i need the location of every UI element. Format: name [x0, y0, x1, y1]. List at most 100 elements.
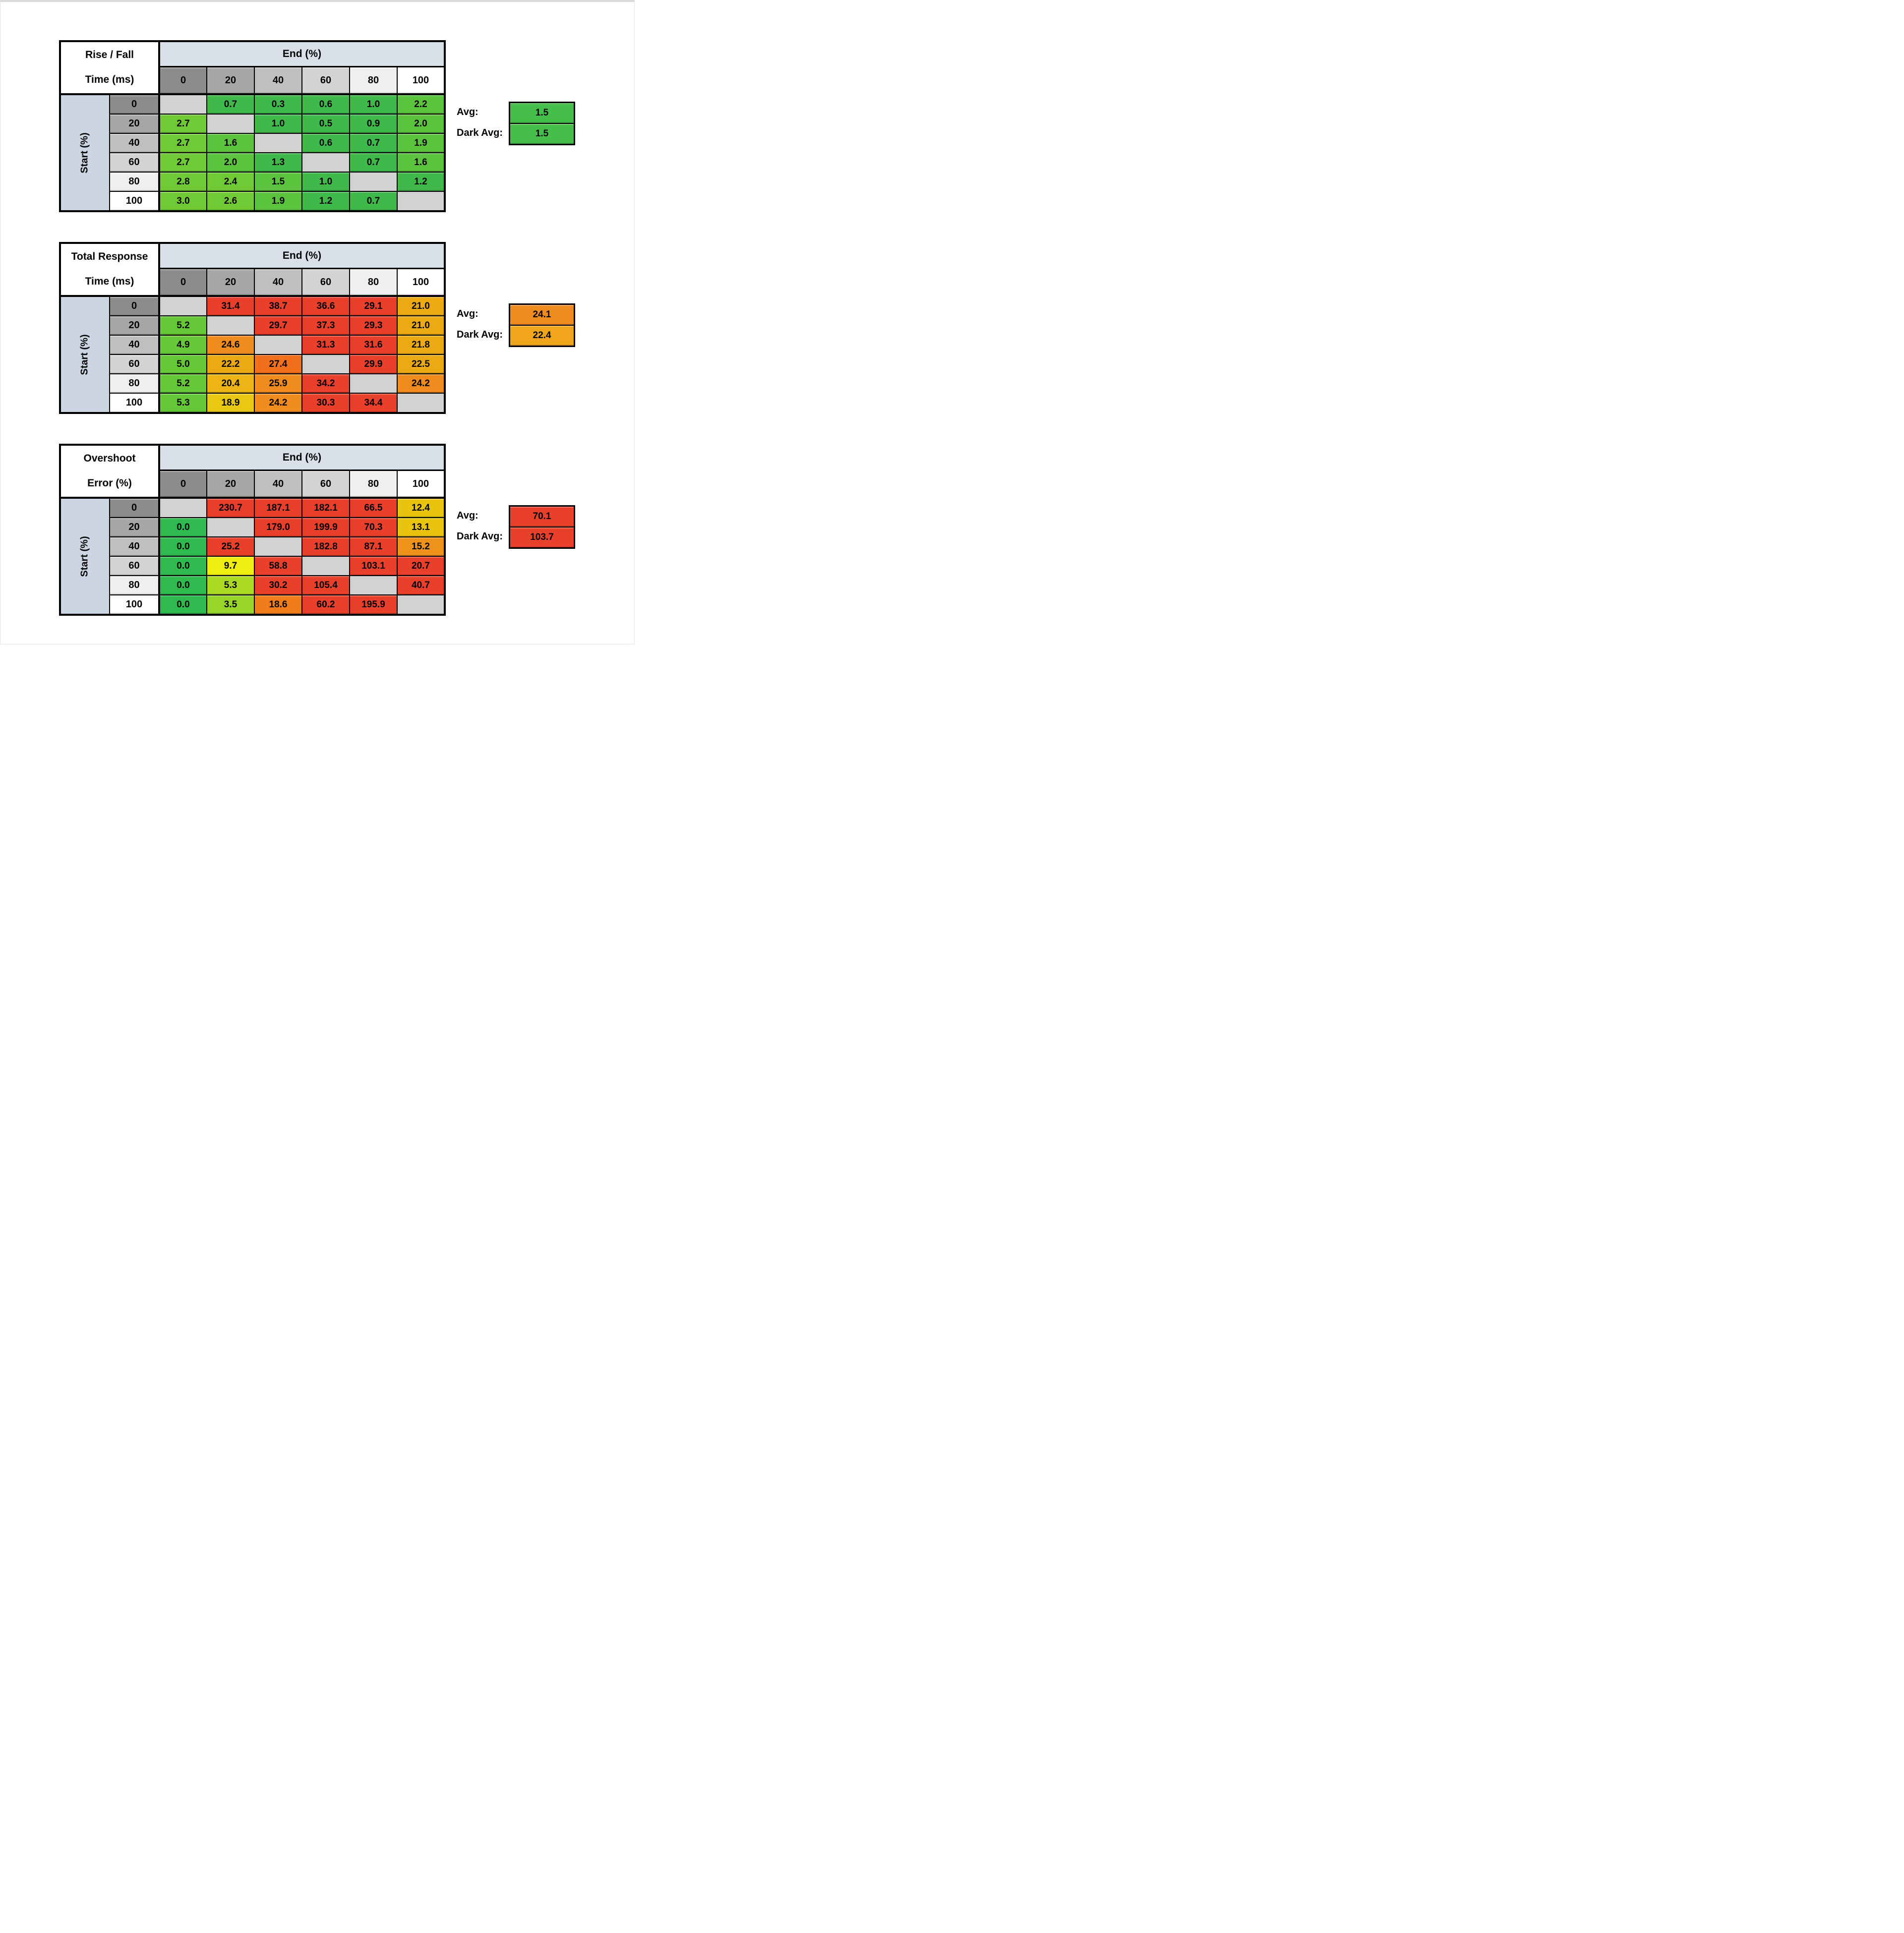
table-title-line: Rise / Fall: [85, 49, 134, 60]
col-header-20: 20: [206, 268, 255, 297]
cell-start20-end60: 199.9: [301, 517, 350, 537]
cell-start20-end100: 13.1: [397, 517, 446, 537]
cell-start0-end40: 187.1: [254, 497, 302, 518]
spreadsheet-canvas: Rise / Fall Time (ms) End (%) 0 20 40 60 80 100 S…: [0, 0, 635, 644]
cell-start40-end80: 0.7: [349, 133, 398, 153]
start-axis-header: Start (%): [59, 497, 110, 616]
data-row-80: 80 0.0 5.3 30.2 105.4 40.7: [60, 575, 446, 595]
dark-avg-label: Dark Avg:: [457, 127, 503, 138]
avg-block-total-response-time: Avg: Dark Avg: 24.1 22.4: [457, 303, 575, 347]
cell-start20-end0: 5.2: [159, 315, 207, 336]
col-header-100: 100: [397, 268, 446, 297]
cell-start40-end60: 182.8: [301, 536, 350, 557]
start-axis-header-label: Start (%): [79, 334, 90, 375]
row-header-40: 40: [109, 133, 160, 153]
cell-diagonal-60: [301, 354, 350, 374]
avg-labels: Avg: Dark Avg:: [457, 303, 509, 345]
cell-start0-end80: 1.0: [349, 94, 398, 115]
data-row-40: 40 0.0 25.2 182.8 87.1 15.2: [60, 536, 446, 557]
cell-start100-end40: 1.9: [254, 191, 302, 212]
start-axis-header-wrap: Start (%): [62, 299, 109, 410]
row-header-80: 80: [109, 575, 160, 595]
cell-start40-end20: 24.6: [206, 335, 255, 355]
cell-start60-end100: 22.5: [397, 354, 446, 374]
data-row-80: 80 5.2 20.4 25.9 34.2 24.2: [60, 373, 446, 394]
data-row-100: 100 3.0 2.6 1.9 1.2 0.7: [60, 191, 446, 212]
start-axis-header-wrap: Start (%): [62, 501, 109, 611]
col-header-40: 40: [254, 469, 302, 499]
table-section-overshoot-error: Overshoot Error (%) End (%) 0 20 40 60 80 100 Sta…: [59, 444, 575, 616]
header-row-1: Rise / Fall Time (ms) End (%): [59, 40, 446, 95]
avg-value: 1.5: [510, 103, 574, 124]
cell-start100-end40: 18.6: [254, 594, 302, 616]
row-header-100: 100: [109, 191, 160, 212]
data-row-80: 80 2.8 2.4 1.5 1.0 1.2: [60, 172, 446, 192]
cell-start100-end60: 1.2: [301, 191, 350, 212]
avg-labels: Avg: Dark Avg:: [457, 505, 509, 547]
table-title-line: Total Response: [71, 250, 148, 262]
table-title: Overshoot Error (%): [59, 444, 160, 499]
cell-start80-end0: 2.8: [159, 172, 207, 192]
cell-diagonal-80: [349, 373, 398, 394]
avg-label: Avg:: [457, 106, 478, 117]
row-header-60: 60: [109, 354, 160, 374]
cell-start20-end60: 37.3: [301, 315, 350, 336]
cell-start20-end40: 29.7: [254, 315, 302, 336]
cell-start100-end60: 60.2: [301, 594, 350, 616]
cell-diagonal-80: [349, 575, 398, 595]
data-row-0: Start (%) 0 0.7 0.3 0.6 1.0 2.2: [59, 94, 446, 212]
cell-start80-end100: 1.2: [397, 172, 446, 192]
cell-start40-end20: 1.6: [206, 133, 255, 153]
cell-start40-end20: 25.2: [206, 536, 255, 557]
cell-start100-end0: 3.0: [159, 191, 207, 212]
col-header-100: 100: [397, 469, 446, 499]
cell-start0-end100: 2.2: [397, 94, 446, 115]
dark-avg-value: 1.5: [510, 124, 574, 144]
cell-diagonal-40: [254, 133, 302, 153]
cell-start20-end40: 179.0: [254, 517, 302, 537]
cell-start40-end60: 31.3: [301, 335, 350, 355]
cell-start60-end80: 29.9: [349, 354, 398, 374]
avg-value: 70.1: [510, 507, 574, 527]
cell-start40-end0: 4.9: [159, 335, 207, 355]
cell-start60-end40: 27.4: [254, 354, 302, 374]
cell-start80-end0: 5.2: [159, 373, 207, 394]
dark-avg-value: 103.7: [510, 527, 574, 547]
cell-start60-end0: 2.7: [159, 152, 207, 173]
avg-label: Avg:: [457, 308, 478, 319]
cell-start80-end100: 24.2: [397, 373, 446, 394]
cell-diagonal-0: [159, 94, 207, 115]
cell-start60-end0: 0.0: [159, 556, 207, 576]
cell-start80-end0: 0.0: [159, 575, 207, 595]
row-header-0: 0: [109, 295, 160, 316]
cell-start20-end80: 0.9: [349, 114, 398, 134]
table-section-rise-fall-time: Rise / Fall Time (ms) End (%) 0 20 40 60 80 100 S…: [59, 40, 575, 212]
table-title-line: Time (ms): [85, 275, 134, 287]
cell-diagonal-100: [397, 594, 446, 616]
cell-diagonal-0: [159, 497, 207, 518]
cell-diagonal-100: [397, 191, 446, 212]
col-header-0: 0: [159, 66, 207, 95]
cell-start20-end60: 0.5: [301, 114, 350, 134]
col-header-20: 20: [206, 66, 255, 95]
cell-start40-end80: 31.6: [349, 335, 398, 355]
data-row-100: 100 0.0 3.5 18.6 60.2 195.9: [60, 594, 446, 616]
row-header-100: 100: [109, 393, 160, 414]
cell-diagonal-80: [349, 172, 398, 192]
cell-start100-end0: 0.0: [159, 594, 207, 616]
end-axis-header: End (%): [159, 242, 446, 269]
col-header-60: 60: [301, 469, 350, 499]
cell-start100-end80: 195.9: [349, 594, 398, 616]
cell-start100-end20: 3.5: [206, 594, 255, 616]
cell-start0-end20: 31.4: [206, 295, 255, 316]
cell-start80-end100: 40.7: [397, 575, 446, 595]
col-header-80: 80: [349, 469, 398, 499]
data-row-20: 20 2.7 1.0 0.5 0.9 2.0: [60, 114, 446, 134]
avg-box: 1.5 1.5: [509, 102, 575, 145]
cell-start60-end100: 20.7: [397, 556, 446, 576]
cell-start40-end100: 21.8: [397, 335, 446, 355]
end-axis-header: End (%): [159, 444, 446, 471]
data-row-40: 40 4.9 24.6 31.3 31.6 21.8: [60, 335, 446, 355]
row-header-60: 60: [109, 556, 160, 576]
cell-start80-end20: 5.3: [206, 575, 255, 595]
